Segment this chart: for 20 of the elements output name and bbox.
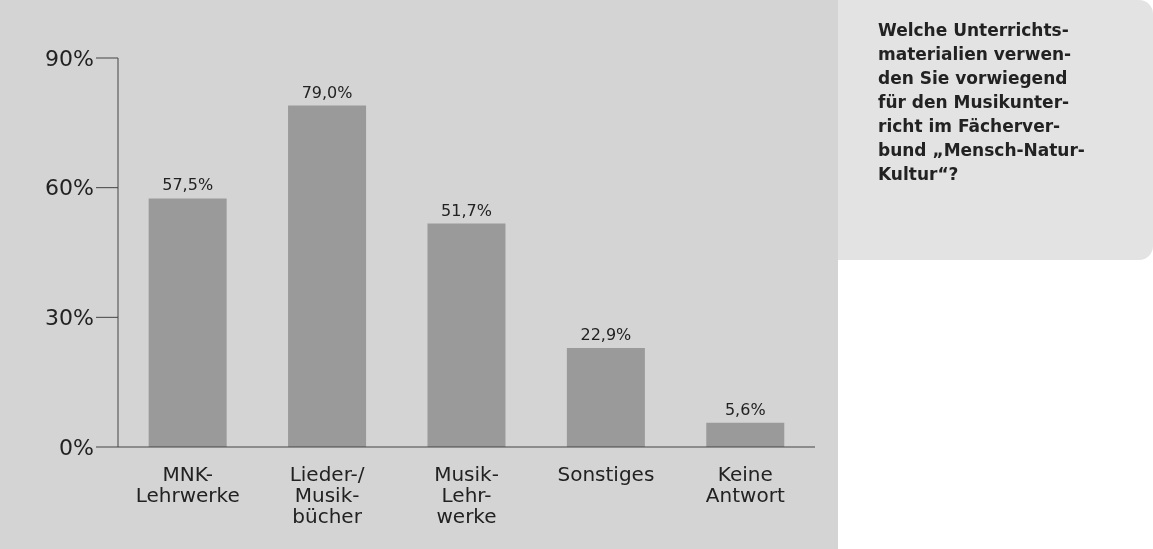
- x-tick-label: Lieder-/ Musik- bücher: [289, 462, 365, 528]
- bar: [288, 105, 367, 447]
- y-tick-label: 60%: [45, 175, 94, 201]
- y-tick-label: 30%: [45, 305, 94, 331]
- data-label: 5,6%: [724, 399, 766, 419]
- bar: [706, 422, 785, 447]
- x-tick-label: Musik- Lehr- werke: [434, 462, 499, 528]
- data-label: 79,0%: [301, 82, 353, 102]
- x-tick-label: Sonstiges: [557, 462, 655, 486]
- x-tick-label: MNK- Lehrwerke: [135, 462, 240, 507]
- bar: [566, 348, 645, 447]
- x-tick-label: Keine Antwort: [705, 462, 785, 507]
- y-tick-label: 90%: [45, 45, 94, 71]
- data-label: 57,5%: [162, 175, 214, 195]
- bar: [427, 223, 506, 447]
- data-label: 22,9%: [580, 325, 632, 345]
- y-tick-label: 0%: [59, 434, 94, 460]
- data-label: 51,7%: [441, 200, 492, 220]
- text: Welche Unterrichts- materialien verwen- den Sie vorwiegend für den Musikunter- richt im Fächerver- bund „Mensch-Natur- Kultur“?: [878, 19, 1085, 186]
- bar: [148, 198, 227, 447]
